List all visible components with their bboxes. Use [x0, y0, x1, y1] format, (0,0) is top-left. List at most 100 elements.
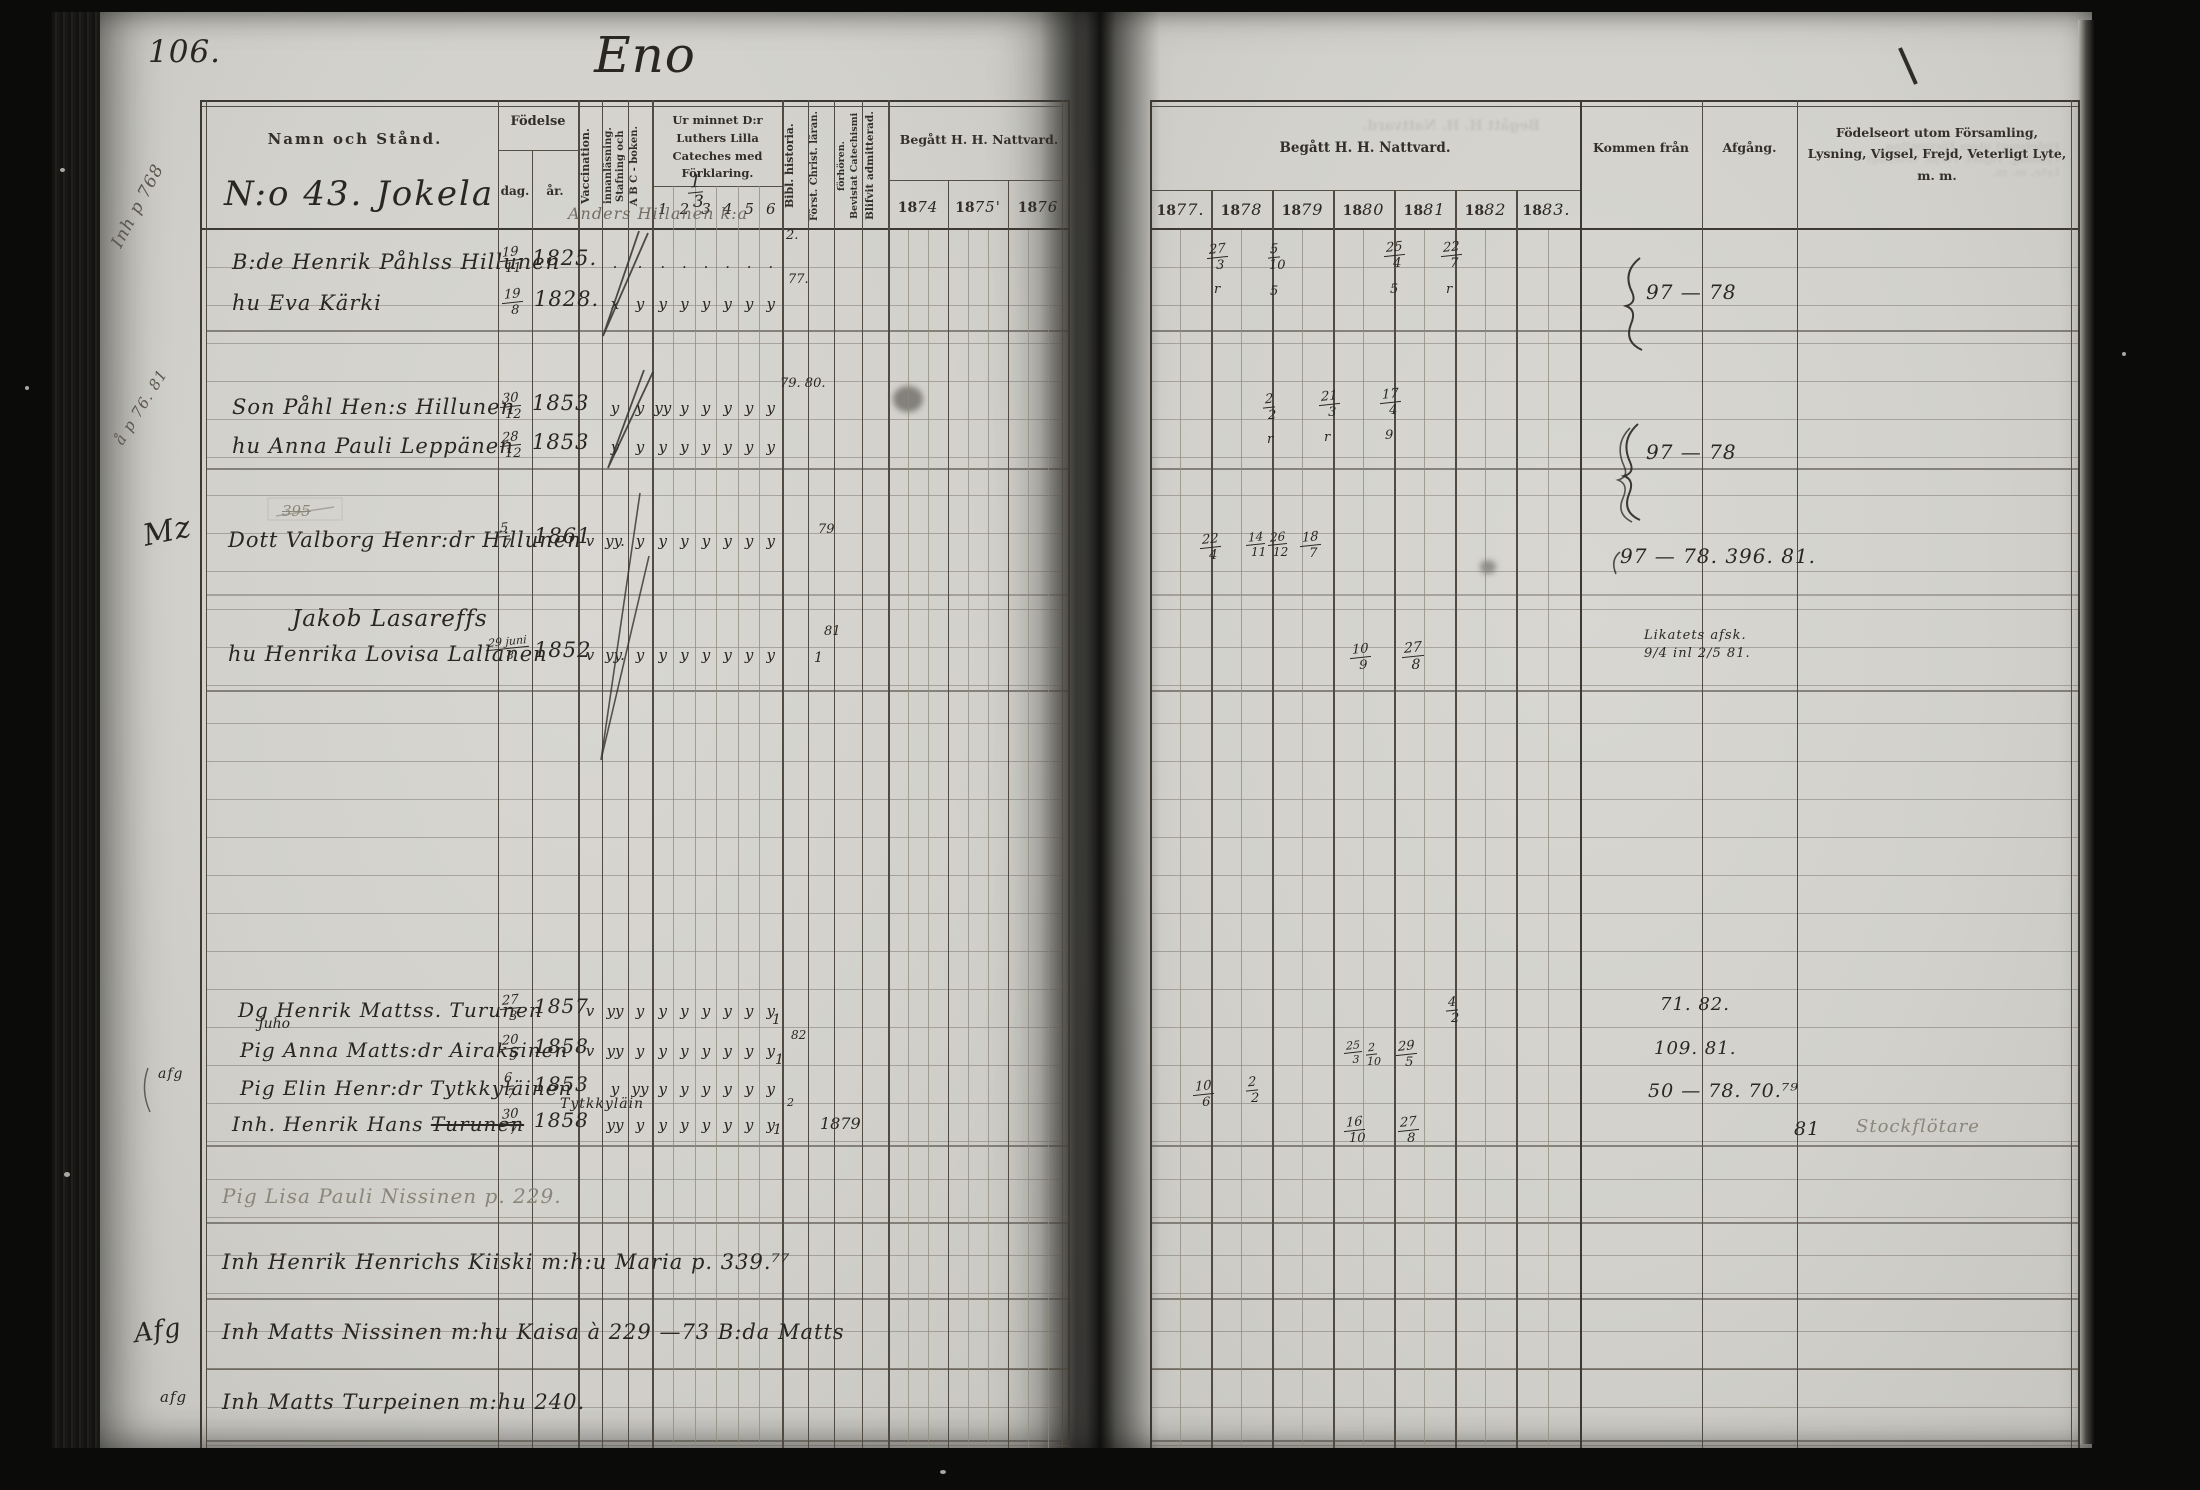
year-header-1880: 1880: [1342, 200, 1385, 219]
entry-10-name: Inh. Henrik Hans Turunen: [232, 1112, 525, 1136]
entry-9-birth-year: 1853: [534, 1072, 589, 1096]
entry-1-birth-day: 19 8: [502, 286, 523, 318]
entry-0-birth-day: 19 11: [500, 244, 522, 276]
entry-9-marks: y yy y y y y y y: [610, 1080, 775, 1098]
header-scribble: Anders Hillanen k:a: [568, 204, 749, 223]
entry-10-marks: yy y y y y y y y: [606, 1116, 775, 1134]
communion-date: 18 7: [1300, 529, 1321, 561]
departure-note-hans: 81: [1794, 1118, 1821, 1140]
right-page: [1075, 12, 2092, 1448]
entry-1-name: hu Eva Kärki: [232, 291, 382, 315]
entry-9-name: Pig Elin Henr:dr Tytkkyläinen: [240, 1076, 573, 1100]
entry-2-name: Son Påhl Hen:s Hillunen: [232, 395, 516, 419]
entry-10-corrected-surname: Tytkkyläin: [560, 1096, 645, 1112]
communion-date: 29 5: [1396, 1038, 1417, 1070]
communion-date: 2 10: [1365, 1040, 1381, 1068]
column-header-admitted: Blifvit admitterad.: [864, 111, 876, 221]
entry-3-name: hu Anna Pauli Leppänen: [232, 434, 514, 458]
farm-heading: N:o 43. Jokela: [224, 174, 495, 214]
entry-6-birth-day: 29 juni 8: [486, 632, 529, 662]
entry-4-birth-year: 1861: [534, 524, 592, 548]
book-gutter: [1040, 12, 1160, 1448]
year-header-1881: 1881: [1403, 200, 1446, 219]
column-header-come-from: Kommen från: [1593, 140, 1689, 155]
communion-date: 14 11: [1246, 529, 1267, 559]
entry-4-marks: v yy. y y y y y y y: [585, 532, 775, 550]
column-header-christ-doctrine: Först. Christ. läran.: [809, 111, 820, 221]
entry-1-birth-year: 1828.: [534, 287, 600, 311]
come-from-note-valborg: 97 — 78. 396. 81.: [1620, 544, 1817, 568]
page-number: 106.: [148, 34, 222, 70]
come-from-note-henrika-line2: 9/4 inl 2/5 81.: [1644, 646, 1751, 661]
bleed-through-text: Begått H. H. Nattvard.: [1362, 118, 1540, 134]
come-from-note-family1: 97 — 78: [1646, 280, 1737, 304]
communion-repeat-mark: r: [1324, 430, 1331, 445]
column-header-communion-right: Begått H. H. Nattvard.: [1279, 140, 1451, 156]
entry-8-birth-day: 20 9: [500, 1032, 521, 1064]
communion-repeat-mark: 5: [1390, 282, 1399, 297]
entry-7-name: Dg Henrik Mattss. Turunen: [238, 998, 543, 1022]
admitted-year-note: 1879: [820, 1114, 861, 1133]
entry-6-marks: v yy. y y y y y y y: [585, 646, 775, 664]
entry-10-birth-day: 30 7: [500, 1106, 521, 1138]
column-header-bibl-history: Bibl. historia.: [783, 123, 796, 209]
column-header-birth-day: dag.: [500, 184, 530, 198]
year-header-1879: 1879: [1281, 200, 1324, 219]
entry-8-birth-year: 1858: [534, 1034, 589, 1058]
communion-date: 27 8: [1398, 1114, 1419, 1146]
communion-date: 22 7: [1441, 239, 1462, 271]
stray-mark: 1: [814, 650, 823, 666]
come-from-note-airaksinen: 109. 81.: [1654, 1038, 1737, 1059]
year-header-1876: 1876: [1017, 198, 1059, 216]
communion-repeat-mark: 5: [1270, 284, 1279, 299]
stray-mark: 2: [787, 1096, 794, 1109]
entry-5-name: Jakob Lasareffs: [292, 606, 488, 632]
communion-date: 17 4: [1380, 386, 1401, 418]
year-header-1875: 1875': [955, 198, 1001, 216]
extra-row-nissinen-pencil: Pig Lisa Pauli Nissinen p. 229.: [222, 1184, 562, 1208]
communion-date: 27 3: [1207, 241, 1228, 273]
column-header-communion-left: Begått H. H. Nattvard.: [899, 132, 1059, 147]
communion-repeat-mark: 9: [1385, 428, 1394, 443]
scan-edge-bottom: [0, 1448, 2200, 1490]
entry-3-birth-day: 28 12: [500, 429, 522, 461]
entry-8-name: Pig Anna Matts:dr Airaksinen: [240, 1038, 569, 1062]
entry-2-marks: y y yy y y y y y: [610, 399, 775, 417]
extra-row-turpeinen: Inh Matts Turpeinen m:hu 240.: [222, 1390, 586, 1414]
year-header-1877: 1877.: [1156, 200, 1205, 219]
entry-6-name: hu Henrika Lovisa Lallanen: [228, 642, 548, 666]
extra-row-nissinen: Inh Matts Nissinen m:hu Kaisa à 229 —73 …: [222, 1320, 845, 1344]
communion-date: 16 10: [1344, 1114, 1366, 1146]
entry-10-birth-year: 1858: [534, 1108, 589, 1132]
come-from-note-elin: 50 — 78. 70.⁷⁹: [1648, 1080, 1799, 1102]
communion-date: 22 4: [1200, 531, 1221, 563]
communion-date: 10 9: [1350, 641, 1371, 673]
stray-mark: 1: [775, 1052, 784, 1068]
entry-3-birth-year: 1853: [532, 430, 590, 454]
column-header-birth: Födelse: [510, 114, 566, 129]
year-header-1874: 1874: [897, 198, 939, 216]
communion-repeat-mark: r: [1446, 282, 1453, 297]
communion-date: 25 3: [1344, 1038, 1362, 1066]
left-page: [100, 12, 1075, 1448]
entry-0-marks: ........: [612, 254, 774, 272]
pencil-note-395: 395: [282, 502, 311, 520]
year-header-1882: 1882: [1464, 200, 1507, 219]
year-header-1883: 1883.: [1522, 200, 1571, 219]
stray-mark: 79: [818, 522, 835, 537]
book-title: Eno: [594, 26, 696, 84]
entry-2-birth-day: 30 12: [500, 390, 522, 422]
year-header-1878: 1878: [1220, 200, 1263, 219]
communion-date: 26 12: [1268, 529, 1289, 559]
communion-date: 21 3: [1319, 388, 1340, 420]
stray-mark: 82: [791, 1028, 807, 1042]
column-header-catechism: Ur minnet D:r Luthers Lilla Cateches med…: [672, 113, 763, 181]
communion-date: 27 8: [1402, 639, 1424, 673]
